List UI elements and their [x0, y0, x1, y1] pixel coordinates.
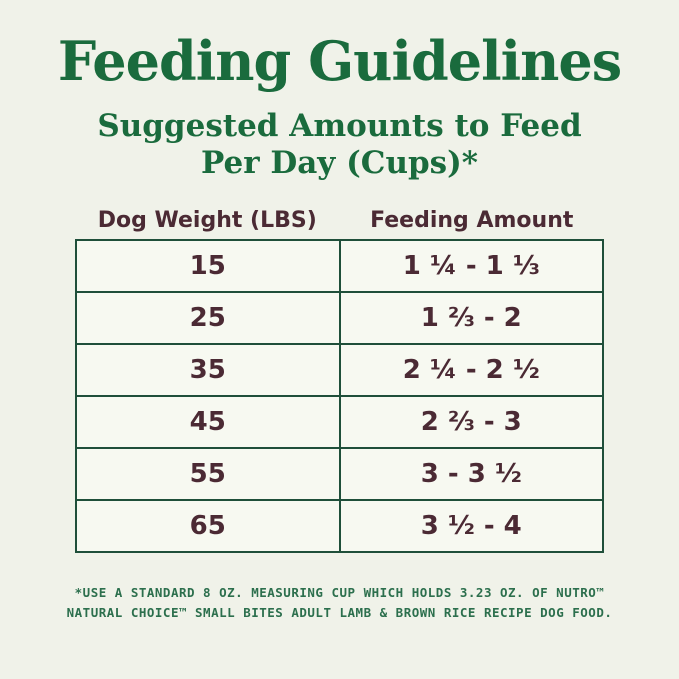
feeding-amount-value: 1 ⅔ - 2	[420, 303, 522, 334]
footnote-line-2: NATURAL CHOICE™ SMALL BITES ADULT LAMB &…	[66, 605, 613, 621]
dog-weight-value: 65	[77, 501, 341, 552]
dog-weight-value: 45	[77, 397, 341, 448]
column-header-feeding-amount: Feeding Amount	[370, 208, 574, 234]
page-title: Feeding Guidelines	[57, 29, 622, 93]
table-row: 65 3 ½ - 4	[77, 501, 602, 552]
dog-weight-value: 25	[77, 293, 341, 344]
table-row: 55 3 - 3 ½	[77, 449, 602, 502]
feeding-table-section: Dog Weight (LBS) Feeding Amount 15 1 ¼ -…	[75, 208, 604, 554]
feeding-amount-value: 1 ¼ - 1 ⅓	[402, 251, 540, 282]
column-header-dog-weight: Dog Weight (LBS)	[97, 208, 317, 234]
subtitle-line-1: Suggested Amounts to Feed	[97, 108, 582, 145]
table-column-headers: Dog Weight (LBS) Feeding Amount	[75, 208, 604, 233]
feeding-amount-value: 3 ½ - 4	[420, 511, 522, 542]
feeding-amount-value: 2 ⅔ - 3	[420, 407, 522, 438]
feeding-amount-value: 3 - 3 ½	[420, 459, 522, 490]
footnote-line-1: *USE A STANDARD 8 OZ. MEASURING CUP WHIC…	[74, 585, 605, 601]
table-row: 45 2 ⅔ - 3	[77, 397, 602, 450]
dog-weight-value: 15	[77, 241, 341, 292]
table-row: 35 2 ¼ - 2 ½	[77, 345, 602, 398]
feeding-table: 15 1 ¼ - 1 ⅓ 25 1 ⅔ - 2 35 2 ¼ - 2 ½ 45 …	[75, 239, 604, 554]
feeding-amount-value: 2 ¼ - 2 ½	[402, 355, 540, 386]
dog-weight-value: 35	[77, 345, 341, 396]
table-row: 25 1 ⅔ - 2	[77, 293, 602, 346]
measuring-cup-footnote: *USE A STANDARD 8 OZ. MEASURING CUP WHIC…	[0, 583, 679, 623]
subtitle-line-2: Per Day (Cups)*	[201, 145, 478, 182]
dog-weight-value: 55	[77, 449, 341, 500]
table-row: 15 1 ¼ - 1 ⅓	[77, 241, 602, 294]
page-subtitle: Suggested Amounts to Feed Per Day (Cups)…	[0, 108, 679, 182]
